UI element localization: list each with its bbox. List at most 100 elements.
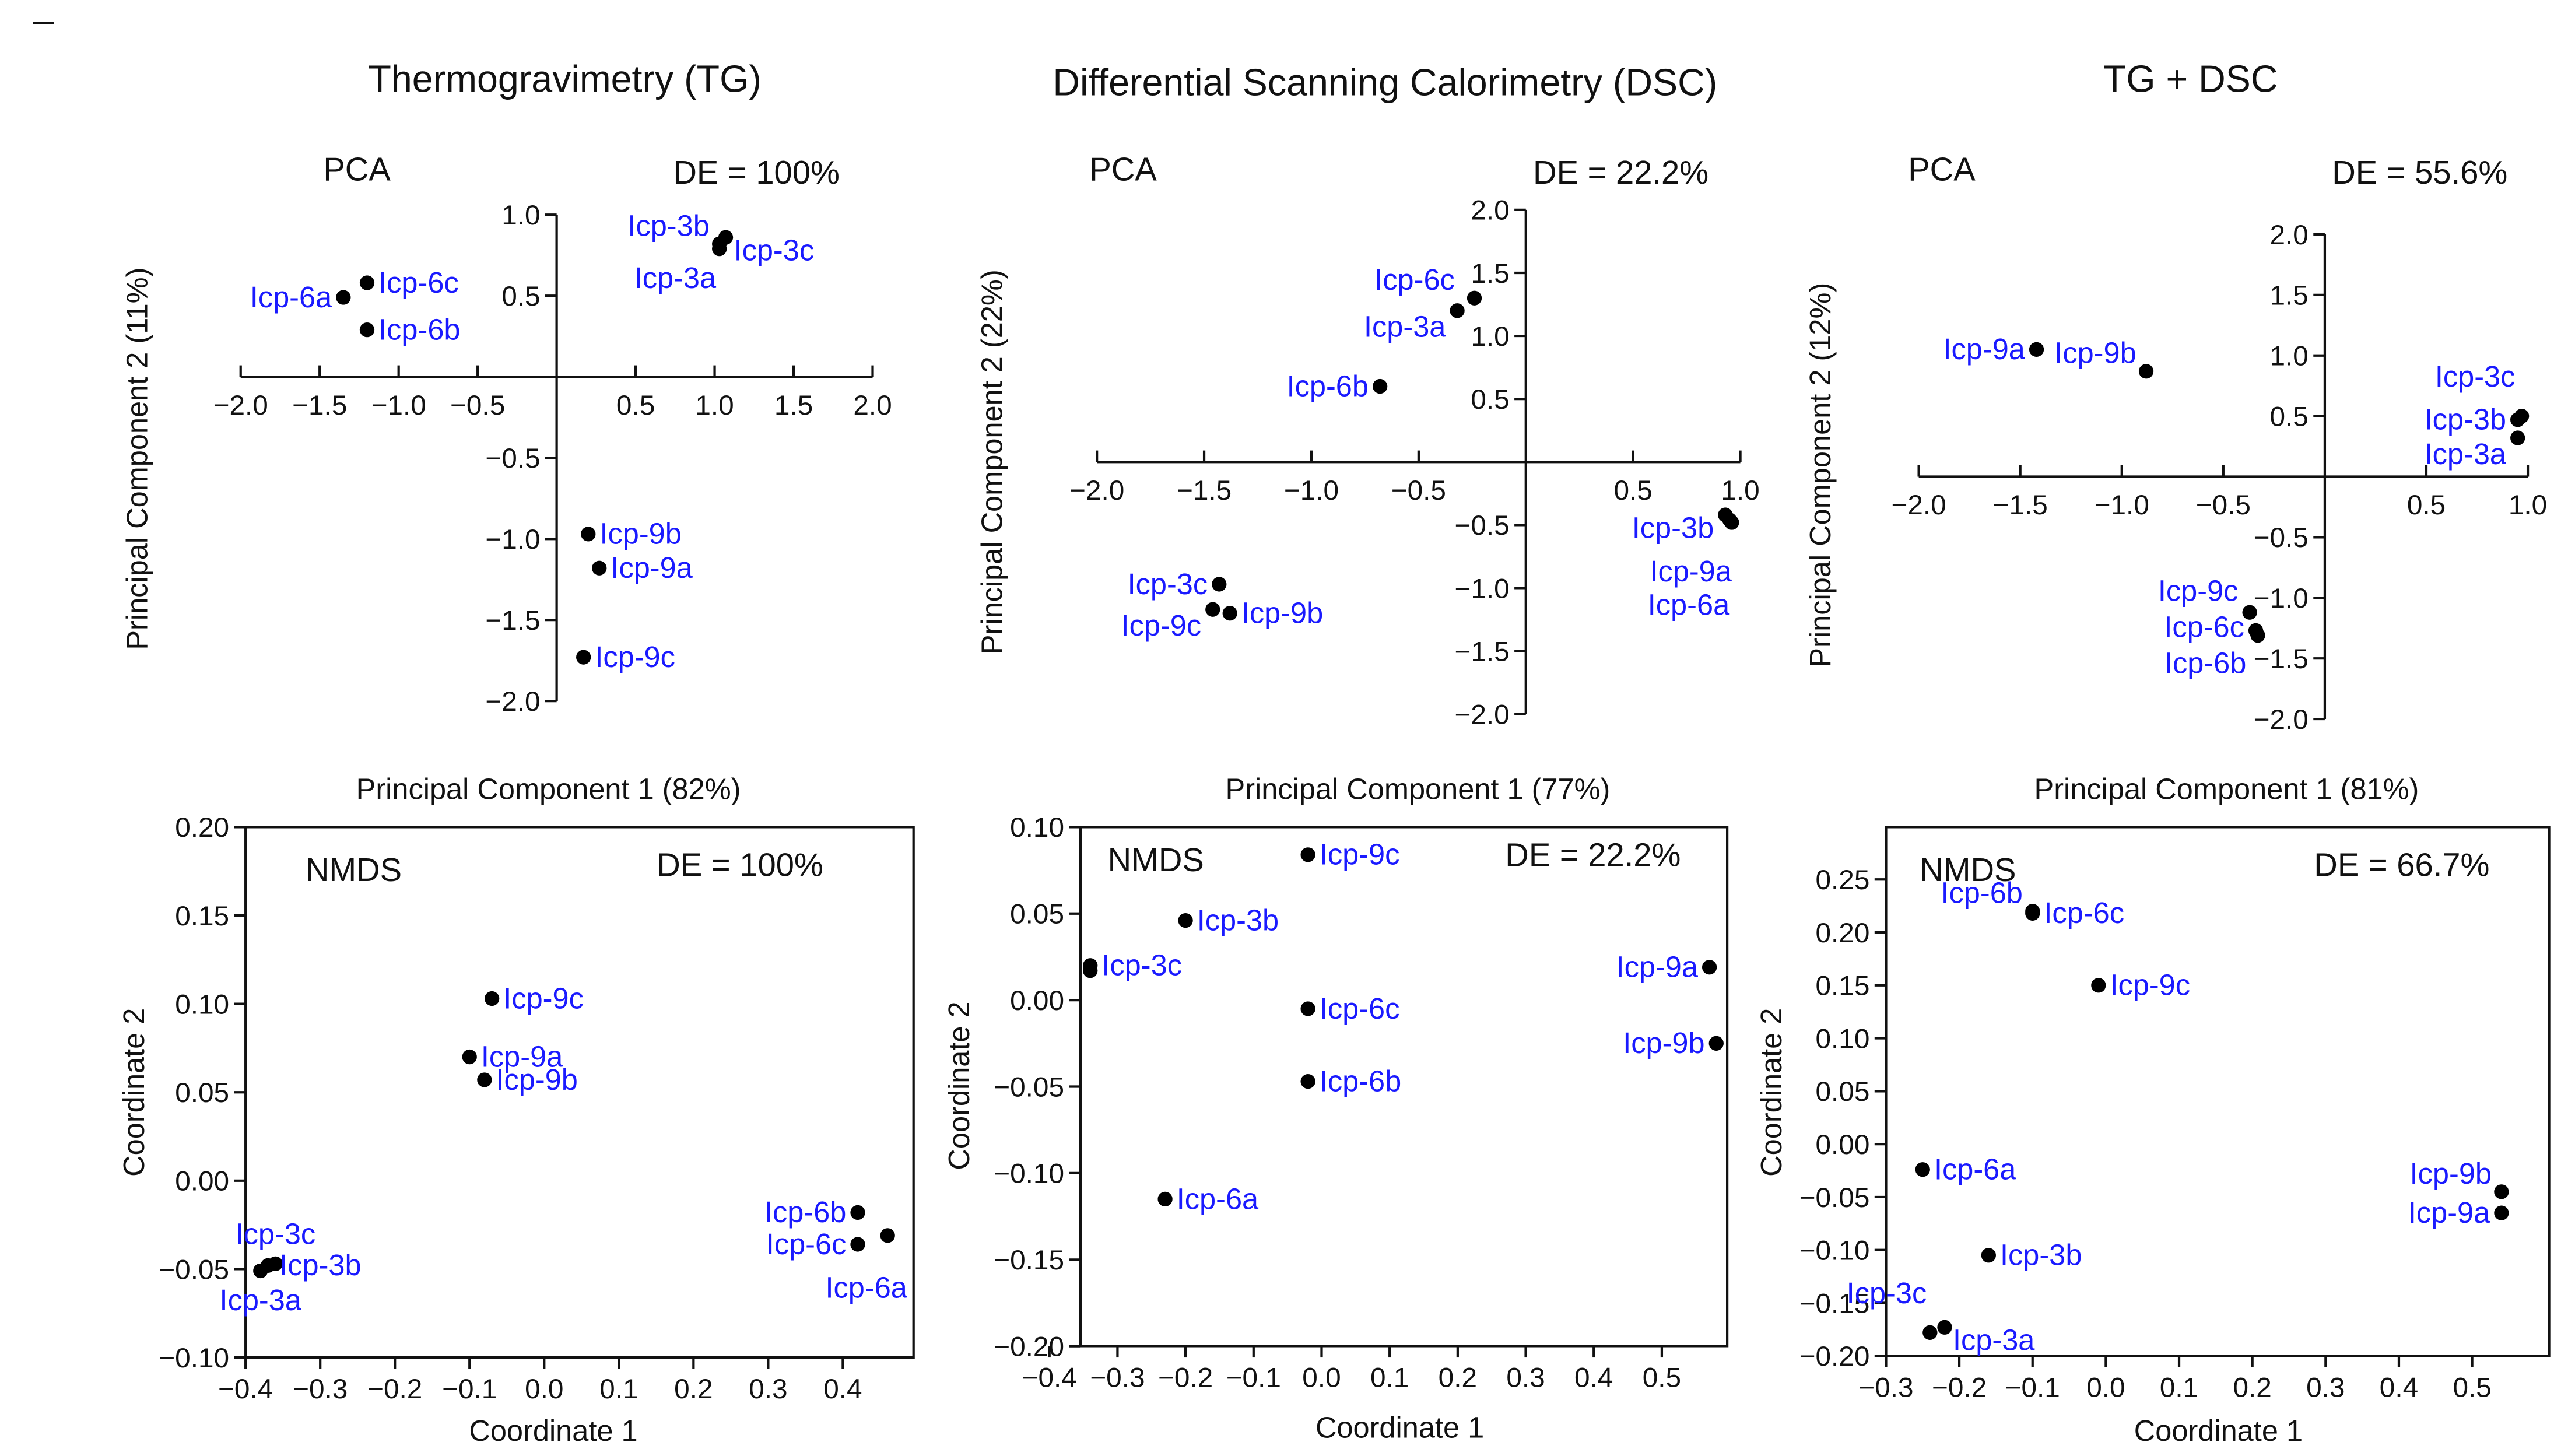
point-label: Icp-9a <box>1650 555 1732 588</box>
y-tick-label: 0.05 <box>1816 1076 1870 1107</box>
x-tick-label: −0.5 <box>2196 490 2251 521</box>
x-tick-label: −0.4 <box>218 1374 273 1405</box>
x-tick-label: −1.5 <box>1177 475 1232 506</box>
plot-frame <box>1079 826 1729 1348</box>
x-tick-label: 0.0 <box>2086 1372 2125 1403</box>
x-tick-label: −2.0 <box>1892 490 1946 521</box>
data-point <box>1937 1320 1952 1335</box>
y-tick-label: −0.15 <box>1799 1288 1870 1319</box>
x-tick-label: 0.1 <box>2160 1372 2198 1403</box>
x-tick-label: 0.2 <box>674 1374 713 1405</box>
data-point <box>1300 847 1315 862</box>
point-label: Icp-9c <box>2158 574 2239 608</box>
chart-pca-0: −2.0 −1.5 −1.0 −0.5 0.5 1.0 1.5 2.0 1.0 0.5 −0.5 −1… <box>121 150 892 805</box>
de-label: DE = 100% <box>673 154 840 191</box>
y-tick-label: 0.15 <box>1816 971 1870 1002</box>
x-tick-label: 0.5 <box>1614 475 1653 506</box>
point-label: Icp-6a <box>1648 588 1730 622</box>
data-point <box>2494 1184 2509 1199</box>
y-tick-label: 0.20 <box>175 812 229 843</box>
data-point <box>718 230 734 245</box>
y-axis-title: Principal Component 2 (11%) <box>121 268 154 650</box>
point-label: Icp-3b <box>2425 403 2506 436</box>
y-tick-label: −1.5 <box>485 605 540 636</box>
x-tick-label: −0.1 <box>1226 1363 1281 1394</box>
y-tick-label: 0.00 <box>175 1166 229 1197</box>
point-label: Icp-3c <box>1847 1276 1927 1310</box>
point-label: Icp-3c <box>2435 360 2516 393</box>
data-point <box>1222 606 1237 621</box>
data-point <box>477 1072 492 1087</box>
point-label: Icp-9a <box>1943 332 2025 366</box>
point-label: Icp-3b <box>1197 903 1279 936</box>
point-label: Icp-6c <box>2164 611 2244 644</box>
y-tick-label: 0.20 <box>1816 918 1870 949</box>
data-point <box>462 1049 477 1065</box>
y-tick-label: 0.00 <box>1010 985 1064 1016</box>
point-label: Icp-3c <box>1128 567 1208 601</box>
title-tg-dsc: TG + DSC <box>2103 58 2278 100</box>
x-tick-label: −0.1 <box>442 1374 497 1405</box>
point-label: Icp-6a <box>826 1271 908 1304</box>
de-label: DE = 66.7% <box>2314 847 2489 883</box>
chart-pca-2: −2.0 −1.5 −1.0 −0.5 0.5 1.0 2.0 1.5 1.0 0.5 −0.5 −1… <box>1804 150 2547 805</box>
y-tick-label: −1.0 <box>2254 583 2309 614</box>
data-point <box>1373 378 1388 394</box>
x-tick-label: −0.2 <box>1158 1363 1213 1394</box>
point-label: Icp-9a <box>481 1040 563 1073</box>
point-label: Icp-6b <box>1320 1064 1401 1097</box>
chart-pca-1: −2.0 −1.5 −1.0 −0.5 0.5 1.0 2.0 1.5 1.0 0.5 −0.5 −1… <box>975 150 1759 805</box>
point-label: Icp-9b <box>2410 1157 2492 1190</box>
y-axis-title: Coordinate 2 <box>117 1008 150 1177</box>
y-tick-label: −0.10 <box>159 1343 229 1374</box>
point-label: Icp-3b <box>2000 1239 2082 1272</box>
point-label: Icp-3a <box>220 1283 302 1317</box>
point-label: Icp-9b <box>2054 336 2136 370</box>
method-label: NMDS <box>1108 841 1204 878</box>
point-label: Icp-6c <box>378 266 459 299</box>
y-tick-label: −0.15 <box>994 1245 1064 1276</box>
chart-nmds-3: −0.4 −0.3 −0.2 −0.1 0.0 0.1 0.2 0.3 0.4 0.20 0.15 0… <box>117 812 915 1447</box>
point-label: Icp-6a <box>1177 1182 1259 1215</box>
data-point <box>712 241 727 257</box>
y-tick-label: −2.0 <box>2254 704 2309 735</box>
point-label: Icp-9c <box>1320 838 1400 871</box>
corner-mark: – <box>33 0 54 41</box>
x-tick-label: 0.3 <box>749 1374 787 1405</box>
x-tick-label: −0.5 <box>450 390 505 421</box>
point-label: Icp-3b <box>279 1248 361 1282</box>
point-label: Icp-3a <box>634 261 717 294</box>
data-point <box>2250 628 2265 643</box>
x-tick-label: 0.1 <box>599 1374 638 1405</box>
de-label: DE = 22.2% <box>1533 154 1708 191</box>
y-tick-label: 2.0 <box>1471 195 1509 226</box>
chart-nmds-5: −0.3 −0.2 −0.1 0.0 0.1 0.2 0.3 0.4 0.5 0.25 0.20 0.… <box>1755 826 2551 1447</box>
data-point <box>1300 1073 1315 1089</box>
y-tick-label: −0.05 <box>1799 1183 1870 1213</box>
y-tick-label: −0.5 <box>2254 522 2309 553</box>
x-tick-label: 0.4 <box>2380 1372 2418 1403</box>
x-axis-title: Principal Component 1 (81%) <box>2034 773 2419 806</box>
data-point <box>880 1228 895 1243</box>
data-point <box>1157 1191 1173 1207</box>
y-tick-label: −1.5 <box>1454 636 1509 667</box>
x-tick-label: 0.1 <box>1370 1363 1409 1394</box>
data-point <box>2494 1205 2509 1220</box>
x-axis-title: Coordinate 1 <box>469 1414 637 1447</box>
data-point <box>1212 577 1227 592</box>
point-label: Icp-3c <box>734 234 815 267</box>
point-label: Icp-3c <box>1101 949 1182 982</box>
x-tick-label: 0.4 <box>823 1374 862 1405</box>
data-point <box>850 1205 865 1220</box>
de-label: DE = 22.2% <box>1505 837 1681 873</box>
data-point <box>1702 960 1717 975</box>
x-tick-label: 1.0 <box>695 390 734 421</box>
y-tick-label: −1.0 <box>485 524 540 555</box>
data-point <box>1205 602 1220 617</box>
data-point <box>1300 1001 1315 1016</box>
data-point <box>1922 1325 1938 1340</box>
point-label: Icp-6b <box>378 313 460 346</box>
y-tick-label: 1.0 <box>1471 321 1509 352</box>
data-point <box>359 275 375 290</box>
y-tick-label: 0.15 <box>175 901 229 932</box>
